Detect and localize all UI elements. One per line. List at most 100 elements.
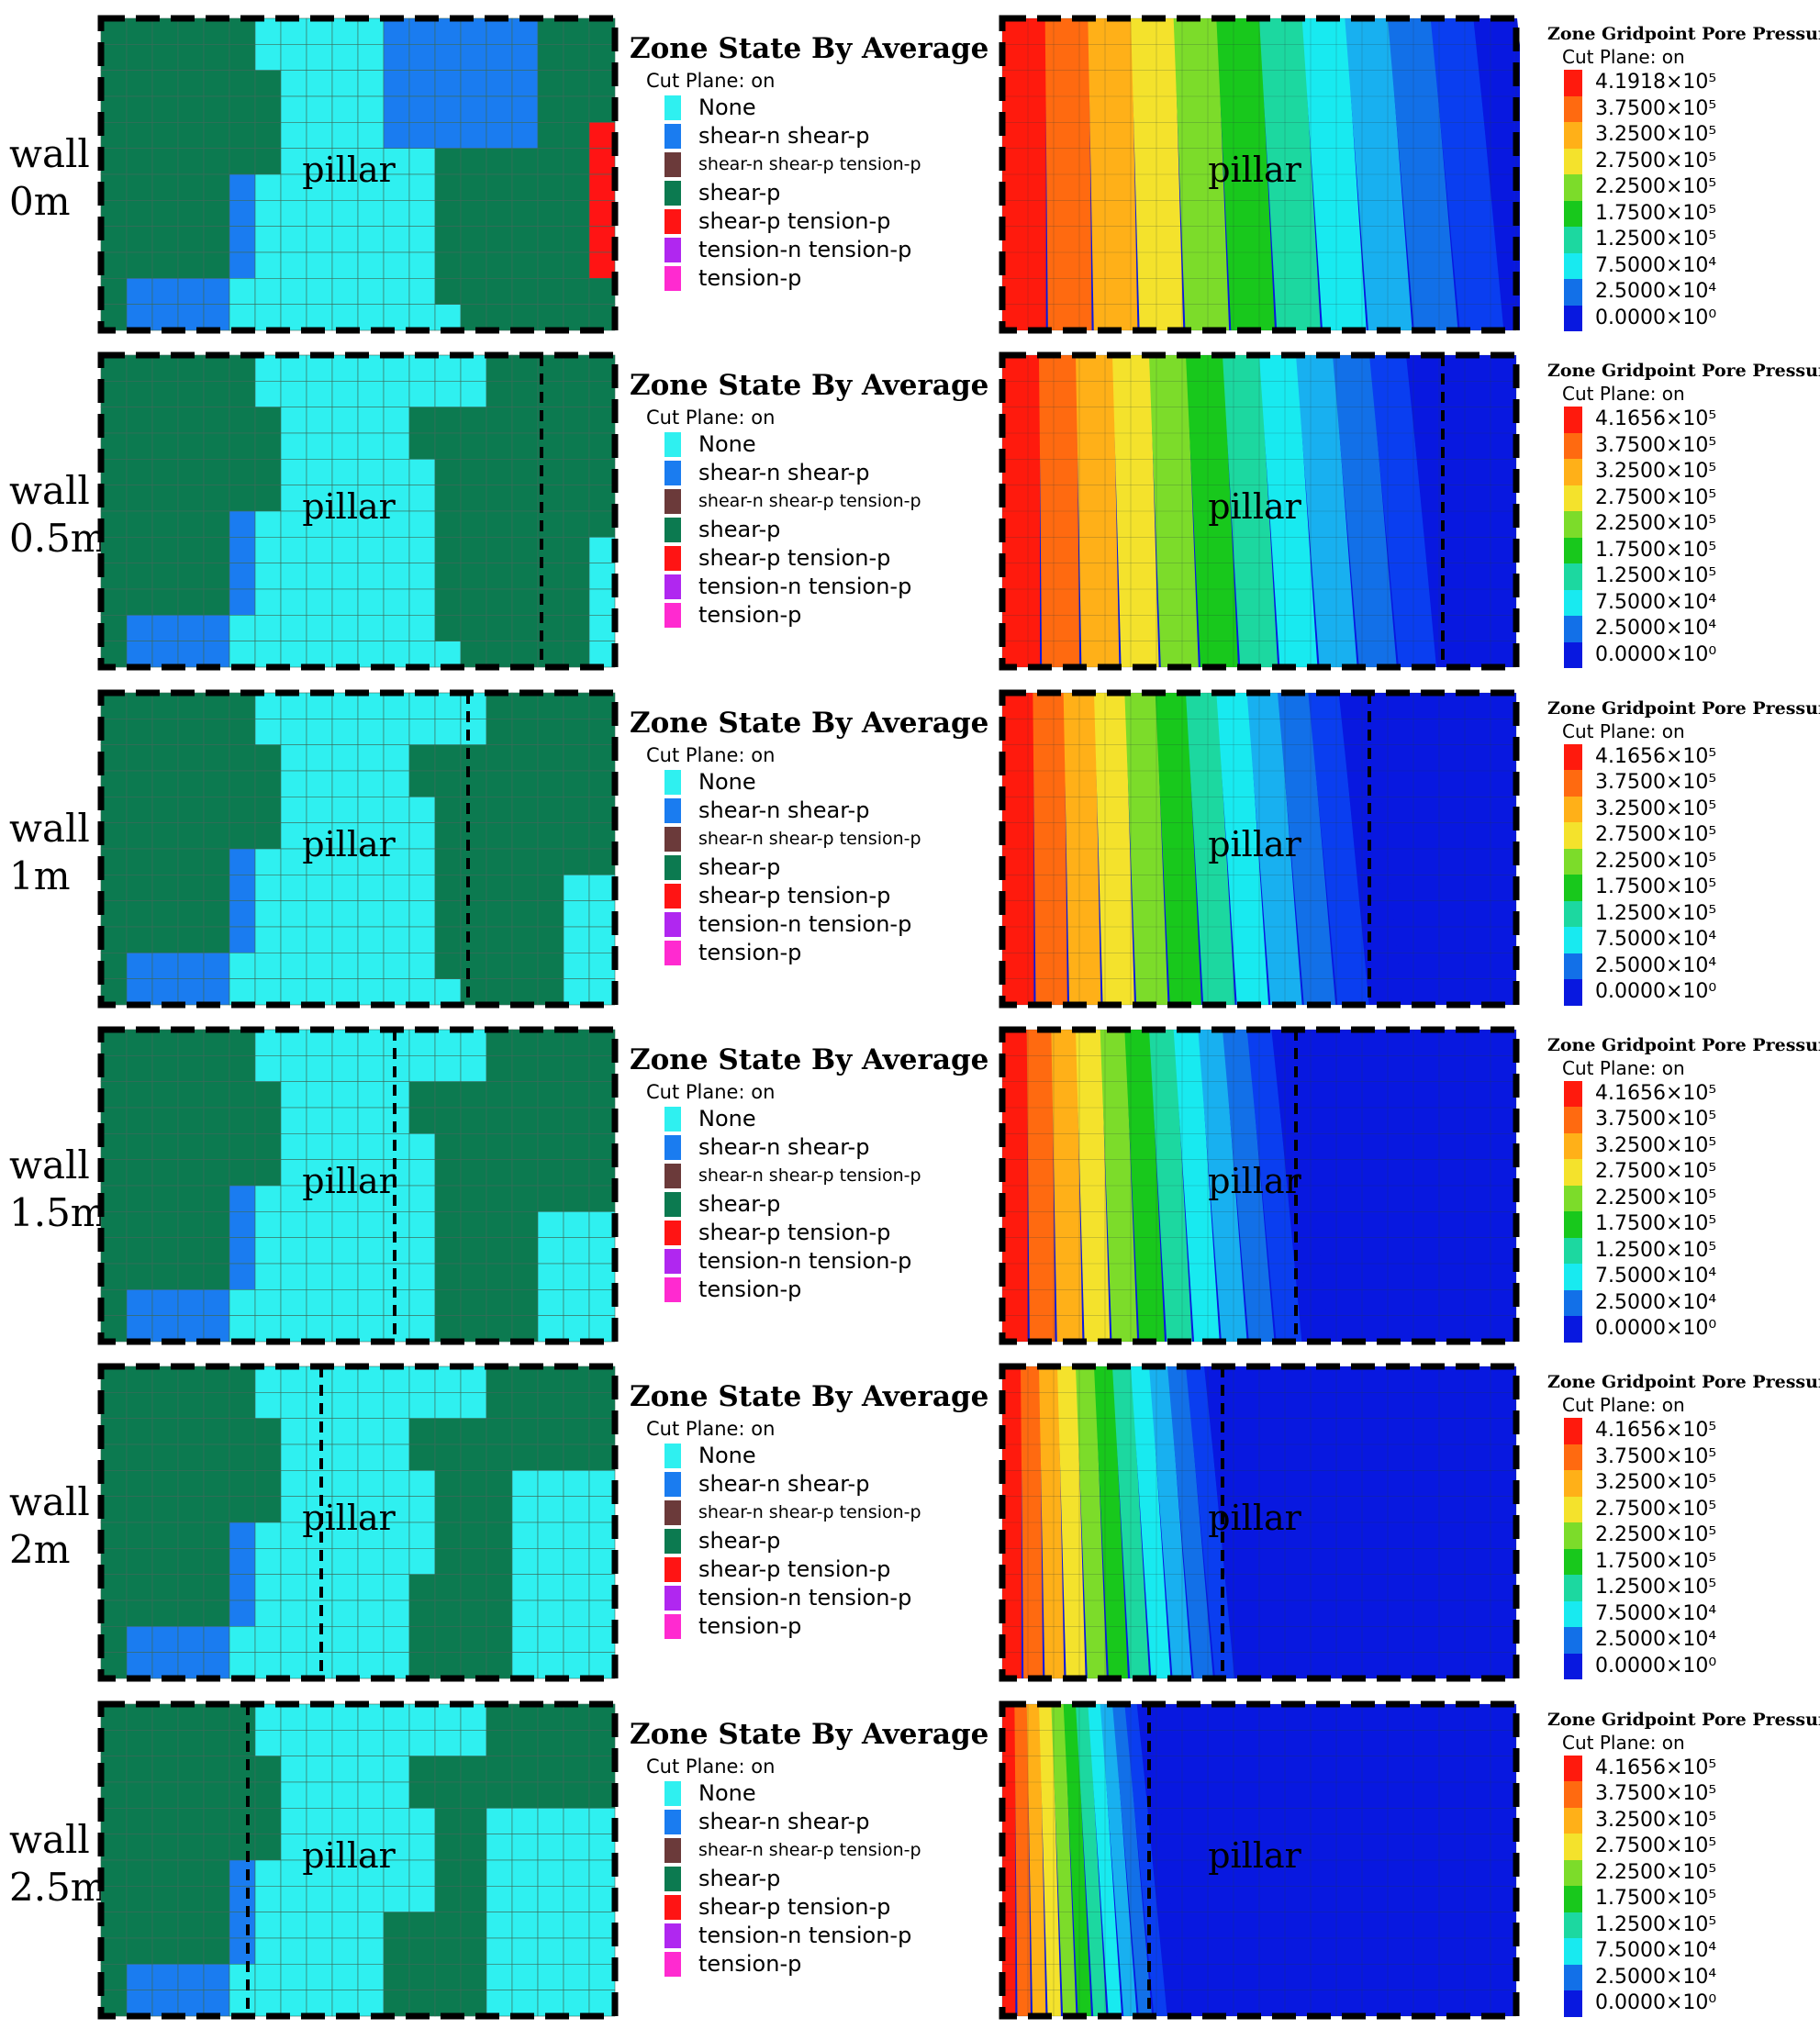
pressure-legend-value: 3.7500×10⁵	[1595, 1444, 1717, 1468]
zone-cell	[408, 821, 436, 849]
zone-cell	[280, 588, 307, 616]
zone-cell	[306, 1885, 333, 1912]
zone-cell	[126, 44, 153, 71]
zone-cell	[177, 1496, 205, 1523]
zone-cell	[357, 1781, 385, 1809]
pressure-legend-value: 2.7500×10⁵	[1595, 1497, 1717, 1521]
zone-legend-label: shear-n shear-p	[698, 1133, 870, 1160]
pressure-legend-value: 2.2500×10⁵	[1595, 1186, 1717, 1210]
zone-cell	[588, 1210, 616, 1238]
zone-cell	[100, 1263, 128, 1290]
zone-cell	[177, 952, 205, 979]
zone-cell	[229, 1081, 256, 1109]
zone-cell	[434, 1807, 462, 1834]
contour-band	[1278, 692, 1336, 1005]
zone-cell	[177, 641, 205, 668]
zone-cell	[383, 1755, 410, 1782]
zone-cell	[177, 70, 205, 97]
zone-cell	[331, 641, 359, 668]
zone-cell	[537, 70, 564, 97]
zone-cell	[357, 1522, 385, 1549]
pressure-legend-value: 2.7500×10⁵	[1595, 823, 1717, 847]
zone-cell	[306, 796, 333, 823]
zone-cell	[357, 1963, 385, 1990]
zone-cell	[229, 743, 256, 771]
zone-cell	[357, 251, 385, 279]
zone-cell	[588, 1755, 616, 1782]
zone-cell	[254, 1185, 282, 1212]
zone-legend-subtitle: Cut Plane: on	[646, 70, 776, 92]
zone-cell	[280, 1263, 307, 1290]
zone-cell	[229, 1807, 256, 1834]
zone-cell	[408, 1626, 436, 1654]
zone-cell	[383, 537, 410, 564]
zone-cell	[331, 200, 359, 227]
zone-cell	[408, 1781, 436, 1809]
zone-cell	[177, 1107, 205, 1134]
zone-cell	[229, 1107, 256, 1134]
zone-legend-title: Zone State By Average	[630, 369, 989, 403]
pressure-legend-title: Zone Gridpoint Pore Pressure	[1547, 1372, 1820, 1393]
zone-cell	[357, 926, 385, 953]
zone-legend-label: shear-p	[698, 1528, 781, 1555]
zone-cell	[511, 1729, 539, 1756]
zone-cell	[434, 1029, 462, 1056]
zone-cell	[331, 354, 359, 382]
zone-cell	[280, 1444, 307, 1471]
zone-cell	[229, 173, 256, 201]
zone-cell	[177, 278, 205, 305]
zone-cell	[408, 1029, 436, 1056]
zone-cell	[331, 304, 359, 331]
zone-cell	[588, 1366, 616, 1393]
zone-cell	[203, 1237, 230, 1265]
zone-cell	[460, 952, 487, 979]
zone-cell	[460, 1263, 487, 1290]
zone-cell	[280, 1833, 307, 1860]
zone-cell	[126, 692, 153, 719]
zone-cell	[151, 1444, 179, 1471]
zone-cell	[563, 1781, 590, 1809]
zone-cell	[331, 1263, 359, 1290]
zone-cell	[331, 1159, 359, 1187]
zone-cell	[126, 1833, 153, 1860]
zone-cell	[254, 1807, 282, 1834]
zone-cell	[383, 615, 410, 642]
zone-cell	[254, 173, 282, 201]
contour-band	[1076, 1029, 1111, 1342]
zone-cell	[563, 1237, 590, 1265]
zone-cell	[151, 796, 179, 823]
zone-cell	[511, 1418, 539, 1445]
contour-band	[1094, 1366, 1128, 1679]
zone-cell	[511, 1210, 539, 1238]
zone-cell	[229, 1392, 256, 1420]
zone-cell	[434, 1237, 462, 1265]
zone-legend-swatch	[664, 911, 681, 937]
zone-cell	[126, 432, 153, 460]
zone-cell	[460, 1807, 487, 1834]
zone-cell	[177, 1470, 205, 1498]
pore-pressure-contour: pillar	[999, 15, 1520, 334]
zone-cell	[486, 95, 513, 123]
zone-cell	[588, 354, 616, 382]
zone-legend-label: shear-n shear-p tension-p	[698, 1839, 921, 1860]
zone-cell	[100, 432, 128, 460]
zone-cell	[203, 95, 230, 123]
zone-cell	[254, 1781, 282, 1809]
pressure-legend-swatch	[1564, 174, 1582, 201]
zone-cell	[126, 251, 153, 279]
zone-cell	[151, 899, 179, 927]
zone-cell	[100, 1548, 128, 1576]
zone-cell	[511, 510, 539, 538]
zone-cell	[511, 226, 539, 253]
zone-cell	[229, 407, 256, 434]
zone-cell	[486, 1054, 513, 1082]
zone-cell	[229, 354, 256, 382]
zone-cell	[434, 1107, 462, 1134]
zone-legend-swatch	[664, 238, 681, 262]
pressure-legend-value: 3.7500×10⁵	[1595, 433, 1717, 457]
zone-cell	[460, 278, 487, 305]
zone-cell	[460, 1885, 487, 1912]
zone-cell	[408, 459, 436, 486]
zone-cell	[306, 977, 333, 1005]
zone-cell	[357, 1315, 385, 1343]
